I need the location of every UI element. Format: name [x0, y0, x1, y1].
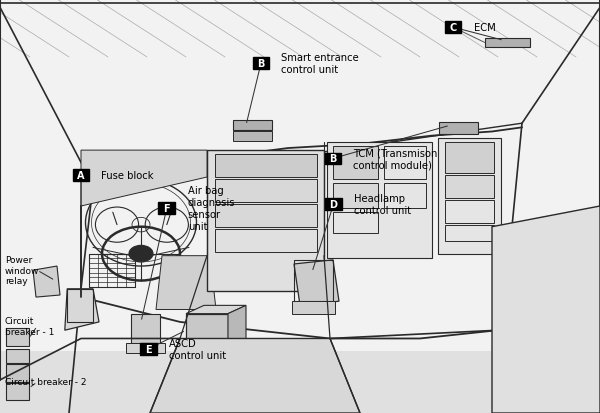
Polygon shape: [156, 256, 216, 310]
Bar: [6, 349, 29, 363]
Bar: [73, 170, 89, 181]
Text: Smart entrance
control unit: Smart entrance control unit: [281, 53, 359, 75]
Polygon shape: [65, 289, 99, 330]
Circle shape: [220, 189, 230, 195]
Circle shape: [487, 168, 491, 171]
Bar: [126, 343, 165, 353]
Bar: [233, 132, 272, 141]
Polygon shape: [33, 266, 60, 297]
Text: D: D: [329, 199, 338, 209]
Bar: [445, 176, 494, 198]
Polygon shape: [186, 306, 246, 314]
Bar: [445, 200, 494, 223]
Polygon shape: [186, 314, 228, 361]
Text: Air bag
diagnosis
sensor
unit: Air bag diagnosis sensor unit: [188, 185, 235, 232]
Circle shape: [220, 214, 230, 220]
Bar: [445, 142, 494, 173]
Text: B: B: [329, 154, 337, 164]
Bar: [384, 147, 426, 180]
Circle shape: [301, 189, 311, 195]
Circle shape: [129, 246, 153, 262]
Text: Headlamp
control unit: Headlamp control unit: [354, 193, 411, 216]
Text: E: E: [145, 344, 152, 354]
Circle shape: [477, 175, 481, 177]
Polygon shape: [0, 351, 600, 413]
Text: Circuit breaker - 2: Circuit breaker - 2: [5, 377, 86, 387]
Polygon shape: [228, 306, 246, 361]
Bar: [233, 121, 272, 131]
Text: Power
window
relay: Power window relay: [5, 255, 39, 286]
Bar: [215, 229, 317, 252]
Bar: [158, 203, 175, 214]
Text: ECM: ECM: [474, 23, 496, 33]
Bar: [131, 315, 160, 343]
Bar: [215, 155, 317, 178]
Text: ASCD
control unit: ASCD control unit: [169, 338, 226, 360]
Bar: [384, 184, 426, 209]
Text: Fuse block: Fuse block: [101, 171, 154, 180]
Circle shape: [301, 214, 311, 220]
Bar: [438, 138, 501, 254]
Polygon shape: [174, 361, 252, 376]
Circle shape: [477, 170, 481, 172]
Text: C: C: [449, 23, 457, 33]
Polygon shape: [294, 260, 339, 306]
Text: B: B: [257, 59, 265, 69]
Bar: [294, 260, 333, 301]
Bar: [445, 22, 461, 34]
Bar: [325, 153, 341, 165]
Bar: [292, 301, 335, 314]
Bar: [253, 58, 269, 70]
Bar: [215, 204, 317, 227]
Polygon shape: [81, 151, 207, 206]
Text: TCM (Transmison
control module): TCM (Transmison control module): [353, 148, 437, 170]
Bar: [207, 151, 324, 291]
Bar: [140, 343, 157, 355]
Bar: [333, 213, 378, 233]
Bar: [333, 147, 378, 180]
Polygon shape: [150, 339, 360, 413]
Bar: [325, 199, 342, 210]
Bar: [485, 39, 530, 48]
Bar: [6, 328, 29, 346]
Circle shape: [487, 176, 491, 179]
Bar: [439, 123, 478, 135]
Circle shape: [493, 172, 497, 175]
Bar: [333, 184, 378, 209]
Text: Circuit
breaker - 1: Circuit breaker - 1: [5, 316, 54, 336]
Bar: [445, 225, 494, 242]
Bar: [6, 364, 29, 382]
Polygon shape: [492, 206, 600, 413]
Bar: [327, 142, 432, 258]
Bar: [89, 254, 135, 287]
Bar: [215, 180, 317, 202]
Text: A: A: [77, 171, 85, 180]
Bar: [67, 289, 93, 322]
Text: F: F: [163, 204, 170, 214]
Bar: [6, 383, 29, 400]
